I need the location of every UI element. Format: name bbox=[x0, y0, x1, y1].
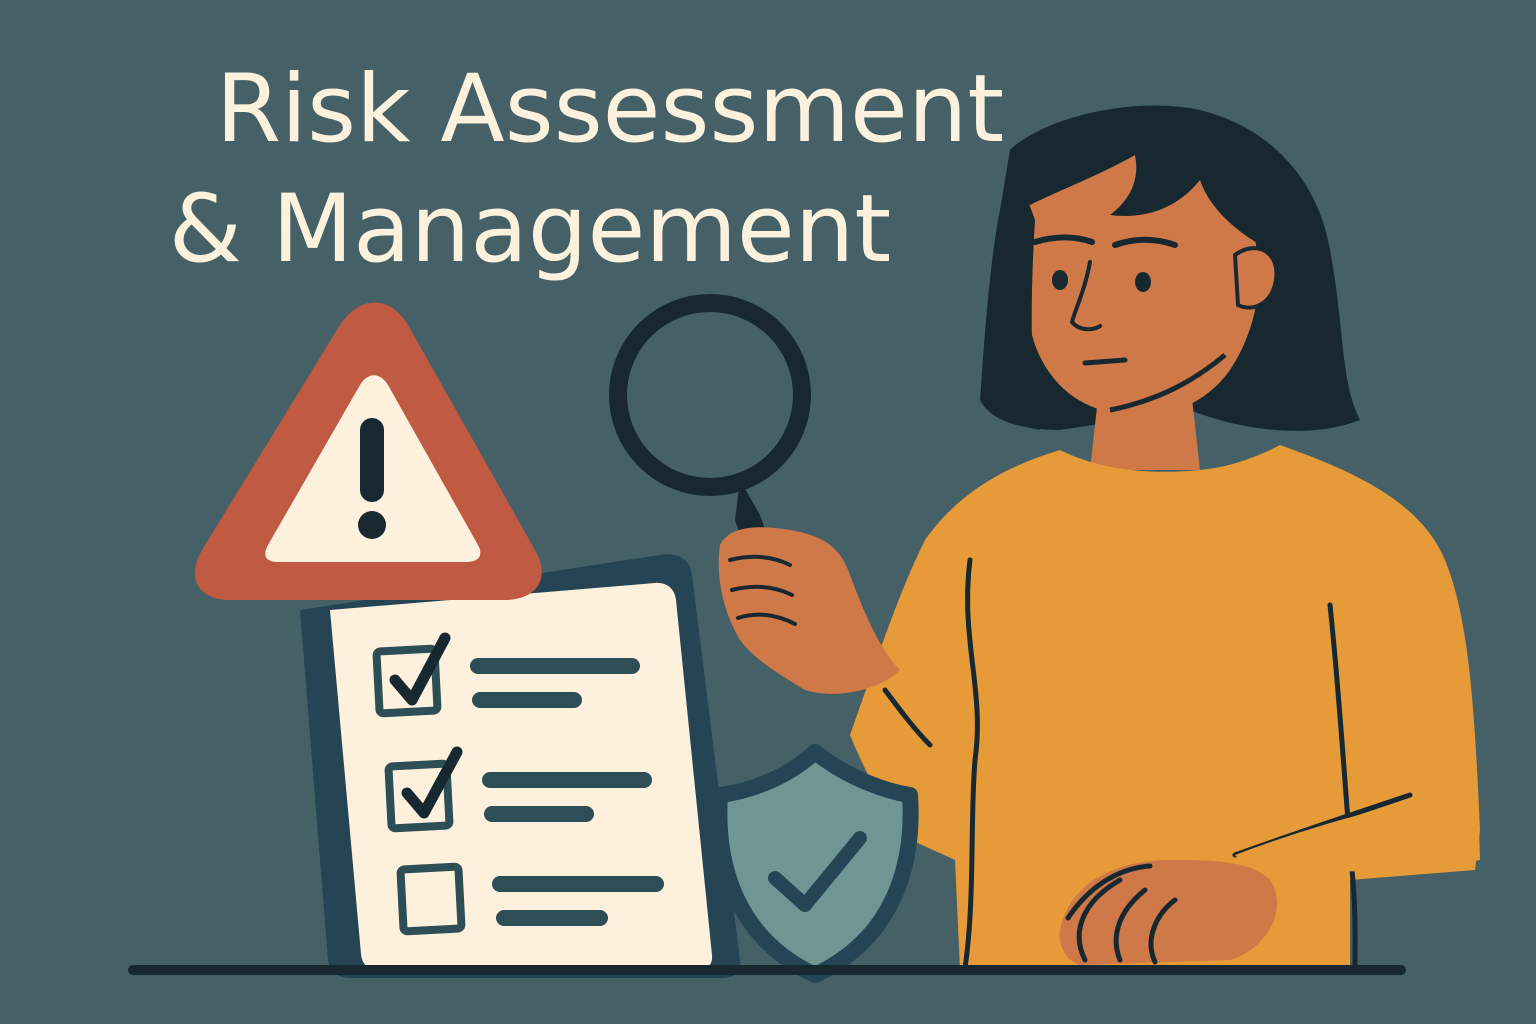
finger-line-2 bbox=[1113, 887, 1148, 963]
eyebrow-right bbox=[1112, 236, 1178, 248]
arm-line bbox=[882, 687, 933, 748]
ear bbox=[1232, 246, 1279, 310]
shield-check-icon bbox=[711, 744, 919, 983]
title-line-2: & Management bbox=[168, 175, 892, 284]
person bbox=[850, 105, 1480, 971]
item-line-3b bbox=[496, 910, 608, 926]
nose bbox=[1069, 260, 1102, 332]
table-line bbox=[128, 965, 1406, 975]
eye-left bbox=[1052, 270, 1068, 290]
check-mark-2 bbox=[401, 746, 463, 819]
sweater-line-left bbox=[962, 557, 980, 971]
item-line-3a bbox=[492, 876, 664, 892]
finger-line-4 bbox=[1065, 863, 1153, 921]
item-line-1b bbox=[472, 692, 582, 708]
eyebrow-left bbox=[1032, 234, 1095, 245]
item-line-2a bbox=[482, 772, 652, 788]
sleeve-right bbox=[1235, 790, 1480, 872]
title-line-1: Risk Assessment bbox=[215, 55, 1005, 164]
checkbox-2 bbox=[384, 759, 454, 833]
hair-side bbox=[983, 165, 1040, 430]
mouth bbox=[1082, 357, 1128, 366]
checklist-icon bbox=[300, 554, 741, 978]
warning-icon bbox=[194, 302, 542, 600]
item-line-2b bbox=[484, 806, 594, 822]
checkbox-3 bbox=[396, 862, 466, 936]
item-line-1a bbox=[470, 658, 640, 674]
hair-fringe bbox=[1010, 116, 1271, 250]
finger-line-3 bbox=[1148, 897, 1178, 965]
eye-right bbox=[1135, 272, 1151, 292]
check-mark-1 bbox=[389, 632, 451, 706]
hand-upper bbox=[718, 527, 900, 694]
finger-line-1 bbox=[1076, 877, 1123, 963]
page-title: Risk Assessment & Management bbox=[0, 50, 1220, 290]
jaw-line bbox=[1109, 353, 1227, 413]
checkbox-1 bbox=[372, 644, 442, 718]
